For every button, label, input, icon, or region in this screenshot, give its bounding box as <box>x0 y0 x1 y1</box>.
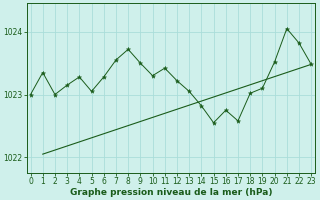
X-axis label: Graphe pression niveau de la mer (hPa): Graphe pression niveau de la mer (hPa) <box>70 188 272 197</box>
